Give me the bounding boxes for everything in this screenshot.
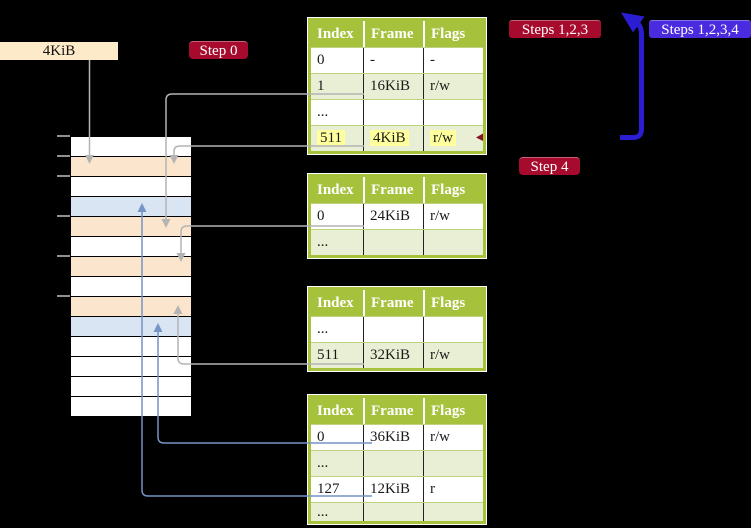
cell: r xyxy=(423,477,483,502)
cell: ... xyxy=(317,234,329,250)
address-tick xyxy=(57,155,70,157)
column-header: Index xyxy=(317,26,354,42)
table-row: 127 12KiB r xyxy=(311,476,483,502)
highlighted-value: r/w xyxy=(430,130,456,146)
table-row: 0 36KiB r/w xyxy=(311,424,483,450)
cell: ... xyxy=(317,455,329,471)
table-row: ... xyxy=(311,316,483,342)
cell: 511 xyxy=(317,347,339,363)
address-tick xyxy=(57,215,70,217)
table-header-row: Index Frame Flags xyxy=(311,177,483,203)
column-header: Index xyxy=(317,403,354,419)
cell: r/w xyxy=(423,204,483,229)
memory-frame-row-14 xyxy=(71,397,191,416)
cell: - xyxy=(363,48,423,73)
cell xyxy=(423,100,483,125)
step0-label: Step 0 xyxy=(189,41,248,59)
step4-label: Step 4 xyxy=(519,157,580,175)
cell: r/w xyxy=(423,74,483,99)
steps-123-label: Steps 1,2,3 xyxy=(509,20,601,38)
memory-frame-row-11 xyxy=(71,337,191,357)
cell: 127 xyxy=(317,481,340,497)
memory-frame-row-5 xyxy=(71,217,191,237)
cell xyxy=(363,451,423,476)
table-row: 1 16KiB r/w xyxy=(311,73,483,99)
cell xyxy=(363,100,423,125)
cell: ... xyxy=(317,504,329,520)
memory-frame-row-4 xyxy=(71,197,191,217)
table-row: ... xyxy=(311,502,483,521)
cell xyxy=(423,230,483,255)
cell: ... xyxy=(317,321,329,337)
cell: 0 xyxy=(317,429,325,445)
column-header: Flags xyxy=(423,177,483,203)
cell: 4KiB xyxy=(363,126,423,151)
cell xyxy=(423,503,483,521)
cell xyxy=(363,230,423,255)
highlighted-value: 4KiB xyxy=(370,130,409,146)
physical-memory-stack xyxy=(70,136,192,417)
memory-frame-row-8 xyxy=(71,277,191,297)
column-header: Frame xyxy=(363,290,423,316)
memory-frame-row-2 xyxy=(71,157,191,177)
memory-frame-row-6 xyxy=(71,237,191,257)
table-header-row: Index Frame Flags xyxy=(311,398,483,424)
cell: 32KiB xyxy=(363,343,423,368)
page-table-2: Index Frame Flags 0 24KiB r/w ... xyxy=(307,173,487,259)
column-header: Index xyxy=(317,295,354,311)
memory-frame-row-13 xyxy=(71,377,191,397)
cell xyxy=(363,317,423,342)
column-header: Index xyxy=(317,182,354,198)
column-header: Flags xyxy=(423,290,483,316)
memory-frame-row-3 xyxy=(71,177,191,197)
cell: 0 xyxy=(317,52,325,68)
table-row: 0 - - xyxy=(311,47,483,73)
memory-frame-row-12 xyxy=(71,357,191,377)
table-row: 511 32KiB r/w xyxy=(311,342,483,368)
cell: r/w xyxy=(423,425,483,450)
address-tick xyxy=(57,135,70,137)
cell: 511 xyxy=(311,126,363,151)
column-header: Flags xyxy=(423,398,483,424)
steps-1234-label: Steps 1,2,3,4 xyxy=(649,20,751,38)
memory-frame-row-10 xyxy=(71,317,191,337)
cell: 16KiB xyxy=(363,74,423,99)
cell: r/w xyxy=(423,343,483,368)
frame-size-label: 4KiB xyxy=(0,42,118,60)
cell xyxy=(423,317,483,342)
cell: - xyxy=(423,48,483,73)
cell xyxy=(423,451,483,476)
cell: r/w xyxy=(423,126,483,151)
highlighted-value: 511 xyxy=(317,130,345,146)
cell: 1 xyxy=(317,78,325,94)
address-tick xyxy=(57,175,70,177)
table-row: ... xyxy=(311,229,483,255)
table-row: 0 24KiB r/w xyxy=(311,203,483,229)
memory-frame-row-9 xyxy=(71,297,191,317)
page-table-3: Index Frame Flags ... 511 32KiB r/w xyxy=(307,286,487,372)
memory-frame-row-7 xyxy=(71,257,191,277)
cell: 0 xyxy=(317,208,325,224)
column-header: Frame xyxy=(363,398,423,424)
address-tick xyxy=(57,295,70,297)
loop-arrow xyxy=(620,12,645,140)
table-header-row: Index Frame Flags xyxy=(311,21,483,47)
address-tick xyxy=(57,255,70,257)
table-row-recursive-entry: 511 4KiB r/w xyxy=(311,125,483,151)
cell: 12KiB xyxy=(363,477,423,502)
table-row: ... xyxy=(311,450,483,476)
column-header: Flags xyxy=(423,21,483,47)
page-table-4: Index Frame Flags 0 36KiB r/w ... 127 12… xyxy=(307,394,487,525)
cell xyxy=(363,503,423,521)
cell: 36KiB xyxy=(363,425,423,450)
cell: ... xyxy=(317,104,329,120)
page-table-1: Index Frame Flags 0 - - 1 16KiB r/w ... … xyxy=(307,17,487,155)
table-header-row: Index Frame Flags xyxy=(311,290,483,316)
cell: 24KiB xyxy=(363,204,423,229)
table-row: ... xyxy=(311,99,483,125)
column-header: Frame xyxy=(363,21,423,47)
memory-frame-row-1 xyxy=(71,137,191,157)
column-header: Frame xyxy=(363,177,423,203)
